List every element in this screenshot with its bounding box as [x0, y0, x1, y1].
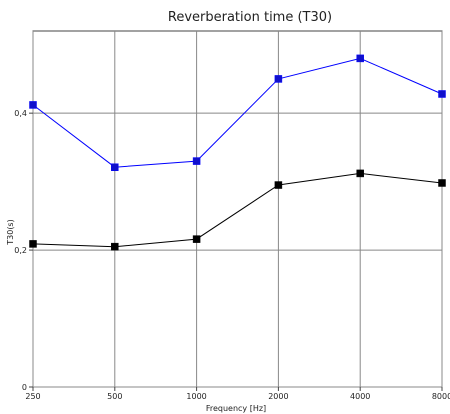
- data-point: [192, 157, 201, 165]
- data-point: [111, 242, 119, 251]
- plot-area: [32, 30, 443, 388]
- series-2: [29, 169, 446, 251]
- x-axis-label: Frequency [Hz]: [206, 404, 266, 413]
- y-tick-label: 0: [22, 383, 27, 392]
- x-tick-label: 4000: [350, 392, 370, 401]
- x-tick-label: 250: [25, 392, 40, 401]
- series-line: [32, 172, 443, 248]
- chart-title: Reverberation time (T30): [168, 10, 332, 25]
- data-point: [111, 163, 119, 171]
- data-point: [29, 101, 37, 109]
- y-tick-label: 0,2: [14, 246, 27, 255]
- axis-ticks: 250 500 1000 2000 4000 8000 0 0,2 0,4: [14, 109, 450, 401]
- series-1: [29, 54, 446, 171]
- x-tick-label: 8000: [432, 392, 450, 401]
- data-point: [356, 169, 364, 178]
- x-tick-label: 500: [107, 392, 122, 401]
- series-line: [32, 57, 443, 168]
- data-point: [438, 179, 446, 187]
- y-axis-label: T30(s): [6, 219, 15, 245]
- x-tick-label: 1000: [186, 392, 206, 401]
- data-point: [192, 235, 201, 243]
- data-point: [29, 240, 37, 248]
- data-point: [274, 75, 283, 83]
- data-series: [29, 54, 446, 251]
- x-tick-label: 2000: [268, 392, 288, 401]
- data-point: [274, 181, 283, 189]
- data-point: [356, 54, 364, 63]
- data-point: [438, 90, 446, 98]
- y-tick-label: 0,4: [14, 109, 27, 118]
